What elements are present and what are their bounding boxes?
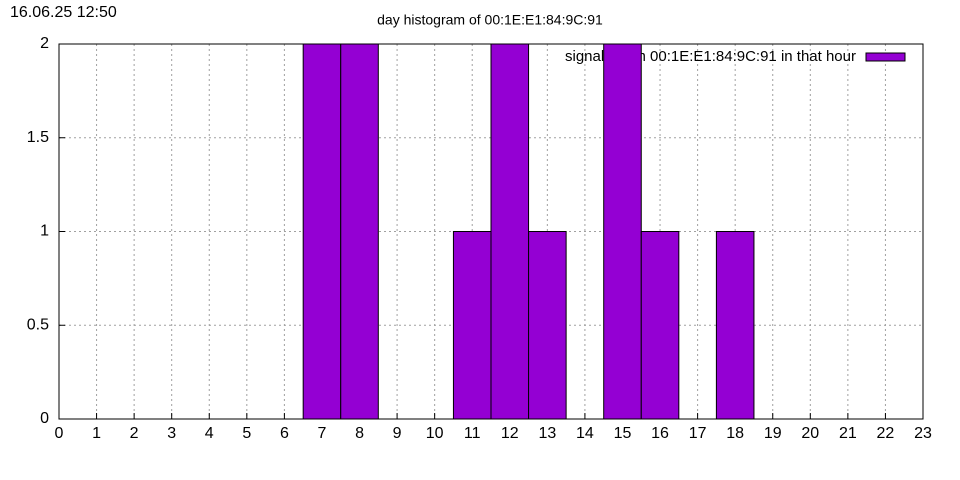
timestamp: 16.06.25 12:50 [10, 4, 117, 21]
x-tick-label: 23 [914, 425, 932, 442]
x-tick-label: 0 [55, 425, 64, 442]
x-tick-label: 15 [614, 425, 632, 442]
x-tick-label: 12 [501, 425, 519, 442]
x-tick-label: 18 [726, 425, 744, 442]
x-tick-label: 19 [764, 425, 782, 442]
bar [340, 43, 379, 420]
x-tick-label: 1 [92, 425, 101, 442]
bar [452, 231, 492, 420]
x-tick-label: 22 [877, 425, 895, 442]
x-tick-label: 11 [464, 425, 481, 442]
bar [603, 43, 642, 420]
x-tick-label: 8 [355, 425, 364, 442]
plot-border [58, 43, 924, 420]
legend-swatch [865, 52, 906, 62]
x-tick-label: 7 [318, 425, 327, 442]
x-tick-label: 16 [651, 425, 669, 442]
y-tick-label: 2 [40, 35, 49, 52]
bar [528, 231, 567, 420]
x-tick-label: 20 [801, 425, 819, 442]
x-tick-label: 10 [426, 425, 444, 442]
y-tick-label: 0 [40, 410, 49, 427]
x-tick-label: 2 [130, 425, 139, 442]
x-tick-label: 13 [538, 425, 556, 442]
x-tick-label: 21 [839, 425, 857, 442]
x-tick-label: 9 [393, 425, 402, 442]
x-tick-label: 4 [205, 425, 214, 442]
x-tick-label: 14 [576, 425, 594, 442]
x-tick-label: 5 [242, 425, 251, 442]
bar [302, 43, 342, 420]
bar [640, 231, 680, 420]
y-tick-label: 0.5 [27, 316, 49, 333]
x-tick-label: 3 [167, 425, 176, 442]
y-tick-label: 1 [40, 223, 49, 240]
x-tick-label: 17 [689, 425, 707, 442]
y-tick-label: 1.5 [27, 129, 49, 146]
x-tick-label: 6 [280, 425, 289, 442]
bar [715, 231, 755, 420]
bar [490, 43, 530, 420]
chart-title: day histogram of 00:1E:E1:84:9C:91 [377, 12, 603, 28]
